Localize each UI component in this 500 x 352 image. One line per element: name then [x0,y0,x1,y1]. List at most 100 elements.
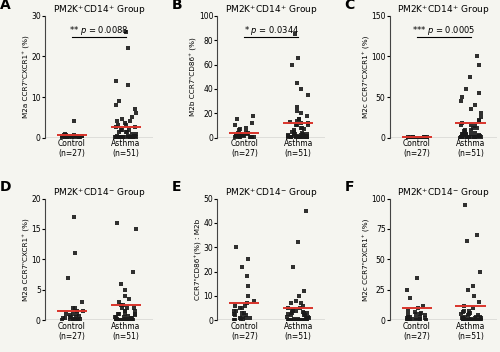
Point [294,135,302,140]
Point [120,317,128,322]
Point [288,308,296,313]
Point [61,134,69,140]
Point [460,318,468,323]
Point [464,135,472,140]
Point [230,317,238,322]
Point [118,134,126,140]
Point [297,120,305,126]
Point [240,303,248,308]
Point [112,317,120,322]
Point [463,238,471,244]
Point [295,293,303,299]
Point [304,314,312,320]
Point [58,317,66,322]
Point [460,303,468,308]
Point [232,244,240,250]
Point [124,45,132,51]
Point [236,134,244,139]
Point [418,135,426,140]
Point [129,134,137,140]
Point [413,275,421,281]
Point [476,318,484,323]
Point [473,232,481,238]
Point [470,134,478,140]
Point [458,135,466,140]
Text: E: E [172,180,182,194]
Point [459,316,467,321]
Point [122,29,130,35]
Point [128,114,136,120]
Point [460,316,468,322]
Point [129,269,137,275]
Point [78,133,86,138]
Point [461,314,469,320]
Point [233,117,241,122]
Point [127,317,135,322]
Point [303,315,311,321]
Point [468,122,475,127]
Point [412,315,420,321]
Point [128,131,136,136]
Point [412,135,420,140]
Point [130,125,138,130]
Text: * $\it{p}$ = 0.0344: * $\it{p}$ = 0.0344 [244,24,299,37]
Point [78,308,86,314]
Point [284,132,292,138]
Point [114,317,122,322]
Point [66,317,74,322]
Point [296,125,304,131]
Text: ** $\it{p}$ = 0.0088: ** $\it{p}$ = 0.0088 [69,24,128,37]
Point [476,314,484,320]
Point [470,293,478,299]
Point [297,132,305,138]
Point [418,303,426,308]
Point [132,313,140,318]
Point [284,305,292,311]
Point [118,127,126,132]
Point [242,129,250,134]
Point [462,127,469,132]
Y-axis label: M2b CCR7ⁿCD86⁺ (%): M2b CCR7ⁿCD86⁺ (%) [190,37,198,116]
Point [67,134,75,139]
Point [284,317,292,323]
Text: A: A [0,0,10,12]
Point [121,308,129,314]
Point [73,134,81,139]
Point [111,134,119,140]
Point [290,129,298,134]
Point [300,310,308,316]
Point [462,317,470,323]
Point [292,317,300,323]
Point [235,134,243,140]
Point [416,316,424,322]
Point [420,135,428,140]
Point [464,313,472,318]
Point [124,133,132,138]
Point [476,90,484,96]
Point [231,134,239,140]
Point [286,119,294,125]
Point [408,316,416,322]
Point [62,312,70,317]
Point [464,317,471,323]
Point [422,135,430,140]
Point [293,122,301,128]
Point [132,134,140,140]
Point [72,314,80,320]
Point [62,133,70,138]
Point [406,317,414,323]
Point [293,118,301,124]
Point [73,312,81,317]
Point [420,135,428,140]
Point [120,314,128,320]
Point [290,130,298,136]
Point [128,134,136,140]
Point [422,313,430,318]
Point [464,135,471,140]
Point [422,316,430,321]
Point [75,134,83,140]
Point [244,283,252,289]
Point [62,132,70,138]
Point [304,120,312,126]
Point [460,318,468,323]
